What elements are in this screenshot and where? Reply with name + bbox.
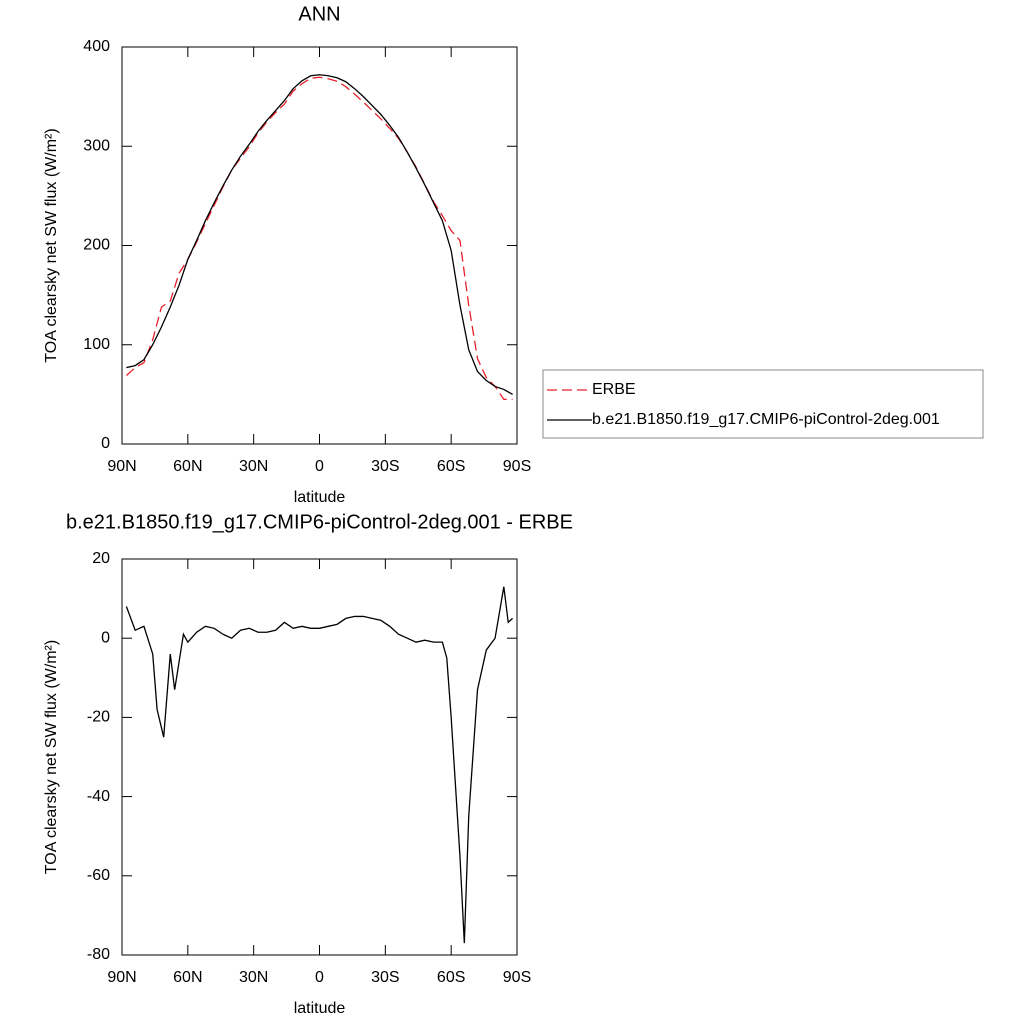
x-tick-label: 30N (239, 458, 268, 475)
y-tick-label: -40 (87, 788, 110, 805)
legend-box (542, 369, 984, 439)
x-tick-label: 90S (503, 458, 531, 475)
legend-label: b.e21.B1850.f19_g17.CMIP6-piControl-2deg… (592, 411, 940, 428)
x-tick-label: 90N (107, 969, 136, 986)
chart-title: ANN (298, 3, 340, 25)
x-tick-label: 30N (239, 969, 268, 986)
data-line (125, 76, 513, 400)
data-line (125, 586, 514, 944)
y-axis-label: TOA clearsky net SW flux (W/m²) (43, 640, 60, 874)
legend-label: ERBE (592, 381, 636, 398)
data-line (126, 74, 513, 395)
y-tick-label: 200 (83, 237, 110, 254)
x-axis-label: latitude (294, 1000, 346, 1017)
x-tick-label: 0 (315, 969, 324, 986)
y-tick-label: 400 (83, 38, 110, 55)
y-axis-label: TOA clearsky net SW flux (W/m²) (43, 128, 60, 362)
y-tick-label: 100 (83, 336, 110, 353)
y-tick-label: 0 (101, 629, 110, 646)
chart-title: b.e21.B1850.f19_g17.CMIP6-piControl-2deg… (66, 511, 573, 533)
plot-frame (121, 46, 518, 445)
x-axis-label: latitude (294, 489, 346, 506)
x-tick-label: 60N (173, 458, 202, 475)
y-tick-label: 300 (83, 137, 110, 154)
y-tick-label: -80 (87, 946, 110, 963)
x-tick-label: 60S (437, 458, 465, 475)
x-tick-label: 60N (173, 969, 202, 986)
y-tick-label: 0 (101, 435, 110, 452)
x-tick-label: 90S (503, 969, 531, 986)
y-tick-label: -60 (87, 867, 110, 884)
y-tick-label: -20 (87, 709, 110, 726)
x-tick-label: 30S (371, 969, 399, 986)
x-tick-label: 30S (371, 458, 399, 475)
x-tick-label: 90N (107, 458, 136, 475)
x-tick-label: 60S (437, 969, 465, 986)
x-tick-label: 0 (315, 458, 324, 475)
plot-frame (121, 558, 518, 956)
y-tick-label: 20 (92, 550, 110, 567)
